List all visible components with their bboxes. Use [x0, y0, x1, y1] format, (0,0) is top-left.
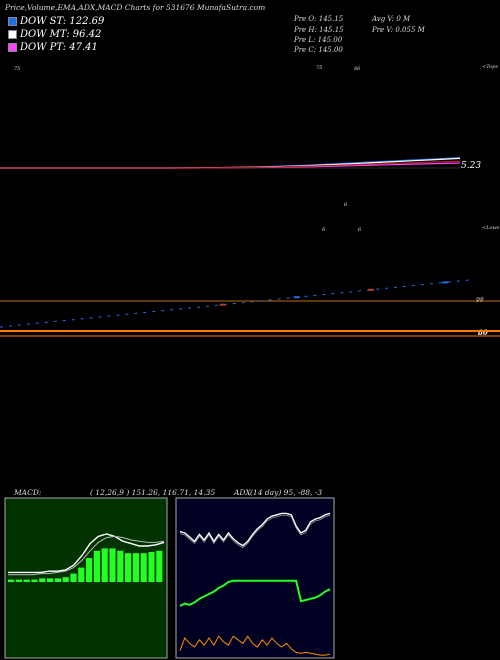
macd-hist-bar: [31, 579, 38, 582]
volume-block: [442, 281, 449, 284]
volume-block: [368, 288, 375, 291]
macd-hist-bar: [140, 553, 147, 582]
macd-hist-bar: [8, 579, 15, 582]
stat-close: Pre C: 145.00: [294, 46, 343, 54]
stat-high: Pre H: 145.15: [294, 26, 344, 34]
macd-hist-bar: [156, 550, 163, 582]
macd-line: [8, 533, 165, 574]
macd-hist-bar: [132, 553, 139, 582]
macd-hist-bar: [109, 548, 116, 582]
stat-prev-volume: Pre V: 0.055 M: [372, 26, 425, 34]
macd-hist-bar: [15, 579, 22, 582]
tiny-mark: 6: [358, 227, 362, 233]
adx-plus-di-line: [179, 579, 331, 607]
ema-line-3: [0, 160, 461, 169]
adx-label: ADX: [234, 488, 251, 497]
macd-hist-bar: [117, 550, 124, 582]
macd-signal-line: [8, 535, 165, 576]
legend-swatch-pt: [8, 43, 17, 52]
macd-hist-bar: [39, 578, 46, 582]
stat-avg-volume: Avg V: 0 M: [372, 15, 411, 23]
legend-dow-st: DOW ST: 122.69: [8, 16, 104, 28]
macd-hist-bar: [148, 552, 155, 582]
macd-hist-bar: [101, 548, 108, 582]
tiny-mark: 75: [14, 66, 21, 72]
tiny-mark: 75: [316, 65, 323, 71]
adx-shadow-line: [179, 515, 331, 549]
legend-dow-pt: DOW PT: 47.41: [8, 42, 98, 54]
legend-swatch-mt: [8, 30, 17, 39]
stat-open: Pre O: 145.15: [294, 15, 344, 23]
volume-trend-line: [0, 279, 471, 328]
adx-minus-di-line: [179, 635, 331, 656]
macd-hist-bar: [23, 579, 30, 582]
tiny-mark: 86: [354, 66, 361, 72]
legend-dow-st-label: DOW ST: 122.69: [20, 16, 105, 27]
macd-hist-bar: [54, 578, 61, 582]
stat-low: Pre L: 145.00: [294, 36, 343, 44]
adx-line: [179, 512, 331, 547]
tiny-mark: 6: [344, 202, 348, 208]
price-level-label: 5.23: [461, 161, 482, 171]
tops-marker: <Tops: [482, 64, 498, 70]
macd-hist-bar: [62, 577, 69, 582]
macd-hist-bar: [47, 578, 54, 582]
ema-line-0: [0, 157, 461, 169]
legend-dow-pt-label: DOW PT: 47.41: [20, 42, 98, 53]
macd-hist-bar: [86, 558, 93, 582]
legend-dow-mt-label: DOW MT: 96.42: [20, 29, 102, 40]
volume-block: [293, 296, 300, 299]
volume-block: [219, 303, 226, 306]
macd-label: MACD:: [14, 488, 42, 497]
chart-title: Price,Volume,EMA,ADX,MACD Charts for 531…: [5, 3, 266, 12]
legend-dow-mt: DOW MT: 96.42: [8, 29, 101, 41]
macd-hist-bar: [93, 550, 100, 582]
level-80-label: 80: [478, 328, 488, 337]
adx-values: (14 day) 95, -88, -3: [250, 488, 323, 497]
adx-panel: [175, 497, 335, 659]
lows-marker: <Lows: [482, 225, 500, 231]
macd-hist-bar: [70, 573, 77, 582]
macd-hist-bar: [125, 553, 132, 582]
macd-values: ( 12,26,9 ) 151.26, 116.71, 14.35: [90, 488, 216, 497]
tiny-mark: 6: [322, 227, 326, 233]
legend-swatch-st: [8, 17, 17, 26]
macd-hist-bar: [78, 567, 85, 582]
